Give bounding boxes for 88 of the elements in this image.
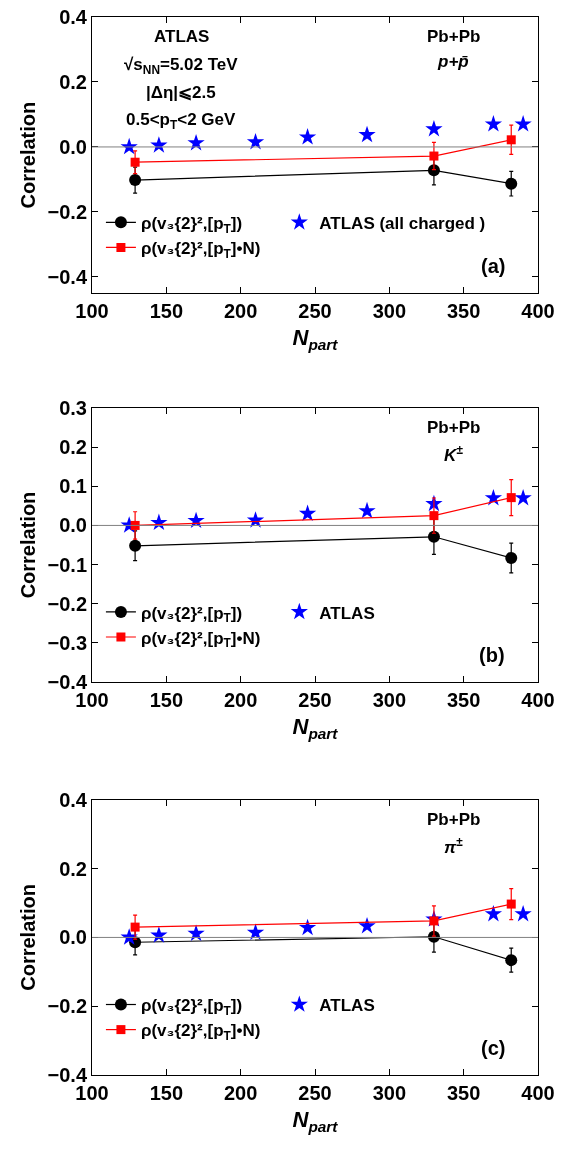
x-tick-label: 400 [521, 300, 555, 323]
legend-label: ρ(v₃{2}²,[p$_{T}$]) [140, 213, 243, 236]
point [427, 530, 440, 543]
point [505, 177, 518, 190]
point [425, 119, 443, 137]
point [358, 501, 376, 519]
y-tick-label: −0.2 [47, 200, 87, 223]
y-tick-label: 0.2 [59, 70, 87, 93]
legend-label: ρ(v₃{2}²,[p$_{T}$]•N) [140, 1021, 261, 1043]
y-tick-label: 0.4 [59, 6, 88, 28]
x-tick-label: 150 [149, 689, 184, 712]
x-tick-label: 250 [298, 689, 332, 712]
annotation: Pb+Pb [427, 810, 481, 829]
legend-label: ρ(v₃{2}²,[p$_{T}$]•N) [140, 628, 261, 651]
point [358, 125, 376, 143]
x-tick-label: 250 [298, 300, 332, 323]
y-tick-label: 0.2 [59, 436, 87, 459]
annotation: ATLAS [154, 27, 210, 46]
annotation: (a) [481, 255, 506, 277]
x-tick-label: 300 [372, 1082, 407, 1104]
point [506, 493, 516, 503]
annotation: (c) [481, 1037, 506, 1059]
annotation: √s$_{NN}$=5.02 TeV [124, 55, 239, 77]
annotation: Pb+Pb [427, 27, 481, 46]
x-axis-title: N$_{part}$ [292, 1106, 339, 1135]
annotation: 0.5<p$_{T}$<2 GeV [126, 110, 236, 132]
x-tick-label: 200 [223, 1082, 258, 1104]
legend-label: ATLAS [319, 603, 375, 623]
x-tick-label: 400 [521, 689, 555, 712]
y-tick-label: −0.1 [47, 553, 87, 576]
point [484, 904, 503, 922]
x-tick-label: 150 [149, 1082, 184, 1104]
y-tick-label: −0.3 [47, 631, 87, 654]
point [298, 918, 317, 936]
legend-label: ATLAS (all charged ) [319, 213, 486, 233]
x-tick-label: 250 [298, 1082, 332, 1104]
x-tick-label: 350 [446, 1082, 481, 1104]
y-axis-title: Correlation [17, 884, 40, 991]
annotation: (b) [479, 644, 505, 666]
annotation: Pb+Pb [427, 418, 481, 437]
point [514, 488, 532, 506]
point [130, 922, 140, 932]
y-tick-label: −0.2 [47, 995, 87, 1018]
point [514, 904, 532, 922]
y-tick-label: −0.4 [47, 265, 88, 288]
point [358, 916, 376, 934]
y-tick-label: 0.0 [59, 514, 87, 537]
point [429, 151, 439, 161]
y-tick-label: 0.3 [59, 396, 87, 419]
x-tick-label: 200 [223, 300, 258, 323]
legend-label: ρ(v₃{2}²,[p$_{T}$]) [140, 996, 243, 1018]
annotation: K$^{±}$ [444, 443, 464, 466]
y-axis-title: Correlation [17, 491, 40, 599]
y-tick-label: 0.0 [59, 926, 87, 949]
annotation: π$^{±}$ [444, 835, 464, 858]
point [129, 539, 142, 552]
x-axis-title: N$_{part}$ [292, 325, 339, 353]
point [505, 551, 518, 564]
point [506, 899, 516, 909]
point [429, 511, 439, 521]
x-tick-label: 400 [521, 1082, 555, 1104]
x-tick-label: 350 [446, 300, 481, 323]
x-tick-label: 300 [372, 300, 407, 323]
y-tick-label: 0.0 [59, 135, 87, 158]
y-tick-label: 0.2 [59, 857, 87, 880]
x-tick-label: 350 [446, 689, 481, 712]
point [484, 115, 503, 132]
legend-label: ρ(v₃{2}²,[p$_{T}$]•N) [140, 239, 261, 261]
y-tick-label: 0.1 [59, 475, 87, 498]
y-tick-label: 0.4 [59, 788, 88, 811]
x-axis-title: N$_{part}$ [292, 713, 339, 742]
point [298, 504, 317, 522]
point [506, 135, 516, 145]
annotation: |Δη|⩽2.5 [146, 83, 216, 102]
legend-label: ATLAS [319, 996, 375, 1016]
point [129, 174, 142, 187]
point [505, 954, 518, 967]
x-tick-label: 100 [75, 300, 109, 323]
annotation: p+p̄ [437, 52, 469, 71]
legend-label: ρ(v₃{2}²,[p$_{T}$]) [140, 603, 243, 626]
point [514, 115, 532, 132]
x-tick-label: 300 [372, 689, 407, 712]
x-tick-label: 150 [149, 300, 184, 323]
x-tick-label: 200 [223, 689, 258, 712]
point [130, 157, 140, 167]
y-tick-label: −0.2 [47, 592, 87, 615]
y-axis-title: Correlation [17, 101, 40, 209]
point [298, 128, 317, 145]
